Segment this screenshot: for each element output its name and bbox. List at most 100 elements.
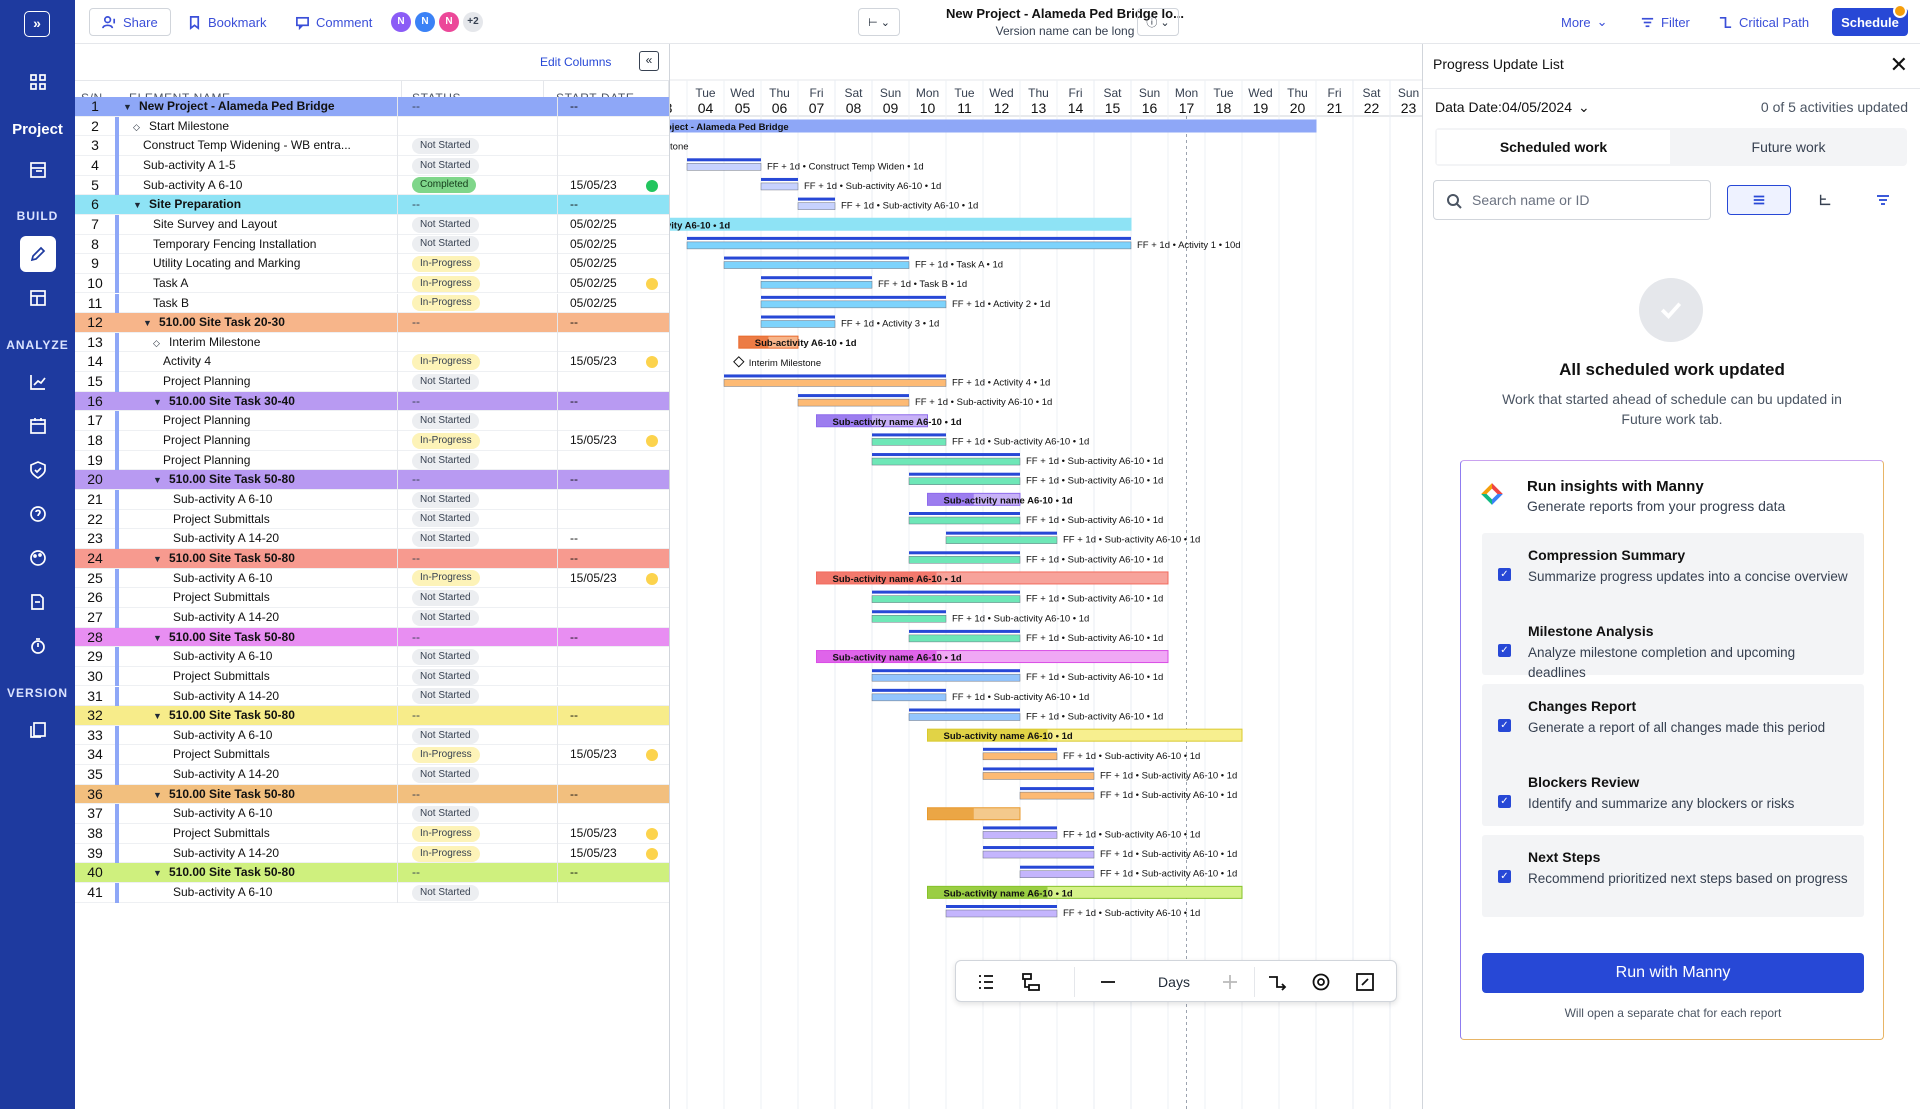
status-badge[interactable]: In-Progress <box>412 432 480 449</box>
bar-label[interactable]: FF + 1d • Activity 2 • 1d <box>952 299 1050 310</box>
bookmark-button[interactable]: Bookmark <box>187 8 267 36</box>
start-date-cell[interactable]: 15/05/23 <box>557 843 669 864</box>
bar-label[interactable]: FF + 1d • Sub-activity A6-10 • 1d <box>1026 554 1163 565</box>
baseline-bar[interactable] <box>983 826 1057 830</box>
more-button[interactable]: More ⌄ <box>1561 8 1608 36</box>
table-row[interactable]: 32 ▼ 510.00 Site Task 50-80 -- -- <box>75 706 669 726</box>
table-row[interactable]: 23 Sub-activity A 14-20 Not Started -- <box>75 529 669 549</box>
element-name[interactable]: Sub-activity A 14-20 <box>115 608 397 628</box>
status-badge[interactable]: In-Progress <box>412 275 480 292</box>
bar-label[interactable]: FF + 1d • Sub-activity A6-10 • 1d <box>1026 672 1163 683</box>
status-badge[interactable]: Not Started <box>412 609 479 626</box>
bar-label[interactable]: Sub-activity name A6-10 • 1d <box>944 888 1073 899</box>
start-date-cell[interactable]: -- <box>557 706 669 726</box>
bar-label[interactable]: Sub-activity name A6-10 • 1d <box>944 495 1073 506</box>
bar-label[interactable]: FF + 1d • Sub-activity A6-10 • 1d <box>952 692 1089 703</box>
timer-icon[interactable] <box>20 628 56 664</box>
baseline-bar[interactable] <box>687 158 761 162</box>
grid-icon[interactable] <box>20 64 56 100</box>
start-date-cell[interactable]: -- <box>557 529 669 549</box>
search-input[interactable]: Search name or ID <box>1433 180 1711 220</box>
status-badge[interactable]: Not Started <box>412 884 479 901</box>
element-name[interactable]: Sub-activity A 14-20 <box>115 687 397 707</box>
status-badge[interactable]: Not Started <box>412 649 479 666</box>
start-date-cell[interactable] <box>557 136 669 156</box>
shield-icon[interactable] <box>20 452 56 488</box>
task-bar[interactable] <box>871 615 947 623</box>
table-row[interactable]: 33 Sub-activity A 6-10 Not Started <box>75 725 669 746</box>
table-row[interactable]: 27 Sub-activity A 14-20 Not Started <box>75 607 669 628</box>
table-row[interactable]: 34 Project Submittals In-Progress 15/05/23 <box>75 745 669 766</box>
start-date-cell[interactable] <box>557 647 669 667</box>
status-badge[interactable]: Not Started <box>412 138 479 155</box>
table-row[interactable]: 31 Sub-activity A 14-20 Not Started <box>75 686 669 707</box>
task-bar[interactable] <box>797 202 836 210</box>
checkbox[interactable]: ✓ <box>1498 794 1511 808</box>
bar-label[interactable]: FF + 1d • Sub-activity A6-10 • 1d <box>1100 790 1237 801</box>
zoom-out-icon[interactable] <box>1096 970 1120 994</box>
bar-label[interactable]: oject - Alameda Ped Bridge <box>670 122 789 133</box>
table-row[interactable]: 9 Utility Locating and Marking In-Progress… <box>75 254 669 274</box>
baseline-bar[interactable] <box>909 551 1020 555</box>
report-option[interactable]: ✓ Changes Report Generate a report of al… <box>1482 684 1864 766</box>
bar-label[interactable]: FF + 1d • Activity 3 • 1d <box>841 319 939 330</box>
edit-columns-link[interactable]: Edit Columns <box>540 55 612 69</box>
list-view-icon[interactable] <box>974 970 998 994</box>
start-date-cell[interactable]: 15/05/23 <box>557 175 669 196</box>
start-date-cell[interactable]: -- <box>557 784 669 805</box>
table-row[interactable]: 30 Project Submittals Not Started <box>75 666 669 687</box>
baseline-bar[interactable] <box>872 688 946 692</box>
bar-label[interactable]: FF + 1d • Sub-activity A6-10 • 1d <box>1100 849 1237 860</box>
element-name[interactable]: ▼ 510.00 Site Task 30-40 <box>115 392 397 412</box>
bar-label[interactable]: Sub-activity name A6-10 • 1d <box>833 417 962 428</box>
element-name[interactable]: Sub-activity A 6-10 <box>115 804 397 824</box>
fullscreen-icon[interactable] <box>1353 970 1377 994</box>
collapse-table-icon[interactable]: « <box>639 51 659 71</box>
table-row[interactable]: 36 ▼ 510.00 Site Task 50-80 -- -- <box>75 784 669 805</box>
task-bar[interactable] <box>871 457 1021 466</box>
baseline-bar[interactable] <box>909 512 1020 515</box>
baseline-bar[interactable] <box>687 236 1131 240</box>
start-date-cell[interactable] <box>557 588 669 608</box>
element-name[interactable]: Task A <box>115 274 397 294</box>
settings-gear-icon[interactable] <box>1309 970 1333 994</box>
element-name[interactable]: Project Submittals <box>115 824 397 844</box>
task-bar[interactable] <box>871 693 947 702</box>
baseline-bar[interactable] <box>946 531 1057 535</box>
bar-label[interactable]: FF + 1d • Sub-activity A6-10 • 1d <box>1026 515 1163 526</box>
summary-progress-bar[interactable] <box>927 807 974 820</box>
table-row[interactable]: 35 Sub-activity A 14-20 Not Started <box>75 765 669 785</box>
table-row[interactable]: 8 Temporary Fencing Installation Not Start… <box>75 234 669 255</box>
table-row[interactable]: 10 Task A In-Progress 05/02/25 <box>75 273 669 294</box>
status-badge[interactable]: Completed <box>412 177 477 194</box>
element-name[interactable]: ▼ 510.00 Site Task 50-80 <box>115 549 397 569</box>
report-option[interactable]: ✓ Next Steps Recommend prioritized next … <box>1482 835 1864 917</box>
bar-label[interactable]: Sub-activity name A6-10 • 1d <box>944 731 1073 742</box>
element-name[interactable]: ▼ 510.00 Site Task 50-80 <box>115 470 397 490</box>
baseline-bar[interactable] <box>909 472 1020 476</box>
task-bar[interactable] <box>908 477 1021 485</box>
bar-label[interactable]: FF + 1d • Construct Temp Widen • 1d <box>767 161 924 172</box>
task-bar[interactable] <box>908 713 1021 721</box>
table-row[interactable]: 4 Sub-activity A 1-5 Not Started <box>75 155 669 176</box>
start-date-cell[interactable]: -- <box>557 863 669 883</box>
element-name[interactable]: Task B <box>115 294 397 314</box>
chevron-down-icon[interactable]: ▼ <box>143 318 152 329</box>
baseline-bar[interactable] <box>724 374 946 378</box>
bar-label[interactable]: FF + 1d • Sub-activity A6-10 • 1d <box>804 181 941 192</box>
sort-button[interactable] <box>1863 185 1903 215</box>
filter-button[interactable]: Filter <box>1640 8 1690 36</box>
status-badge[interactable]: Not Started <box>412 766 479 783</box>
palette-icon[interactable] <box>20 540 56 576</box>
element-name[interactable]: Site Survey and Layout <box>115 215 397 235</box>
bar-label[interactable]: FF + 1d • Sub-activity A6-10 • 1d <box>1026 712 1163 723</box>
task-bar[interactable] <box>797 398 910 407</box>
status-badge[interactable]: Not Started <box>412 668 479 685</box>
start-date-cell[interactable]: 05/02/25 <box>557 254 669 274</box>
start-date-cell[interactable] <box>557 765 669 785</box>
dependency-icon[interactable] <box>1265 970 1289 994</box>
bar-label[interactable]: FF + 1d • Sub-activity A6-10 • 1d <box>952 613 1089 624</box>
start-date-cell[interactable] <box>557 509 669 530</box>
element-name[interactable]: Sub-activity A 1-5 <box>115 156 397 176</box>
table-row[interactable]: 37 Sub-activity A 6-10 Not Started <box>75 804 669 825</box>
